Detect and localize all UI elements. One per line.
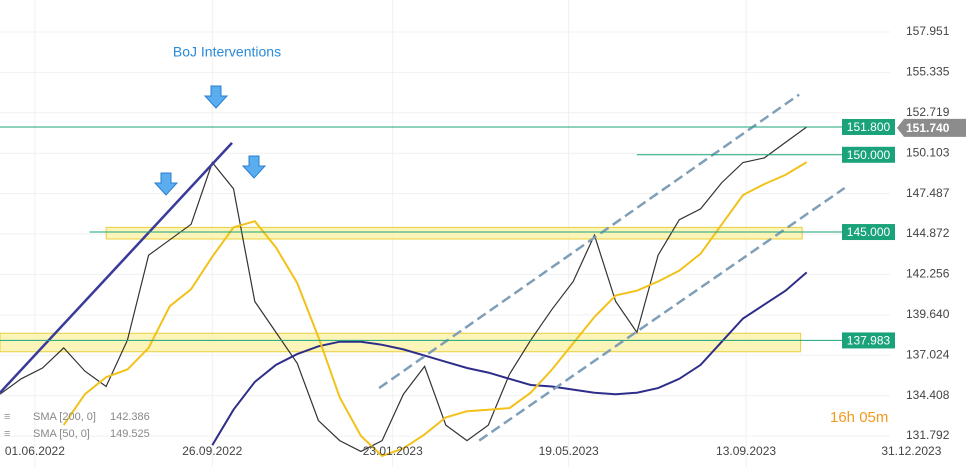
legend-name: SMA [200, 0] [33,411,96,423]
legend-value: 142.386 [110,411,150,423]
y-tick-label: 137.024 [906,347,950,361]
level-label: 150.000 [847,148,891,162]
y-tick-label: 147.487 [906,186,950,200]
legend-icon: ≡ [4,428,10,440]
y-tick-label: 157.951 [906,24,950,38]
y-tick-label: 131.792 [906,428,950,442]
legend-name: SMA [50, 0] [33,428,90,440]
level-badge [842,224,895,241]
intervention-arrows [153,85,267,196]
annotation: BoJ Interventions [173,44,281,60]
last-price-badge [897,118,966,137]
lines [0,93,846,458]
trendline [378,93,800,390]
x-tick-label: 19.05.2023 [539,444,599,458]
x-tick-label: 31.12.2023 [881,444,941,458]
legend-value: 149.525 [110,428,150,440]
trendline [0,142,233,394]
legend-icon: ≡ [4,411,10,423]
axes: 157.951 155.335 152.719 150.103 147.487 144.8… [4,24,966,458]
sma-line [211,271,808,446]
arrow-icon [241,155,267,179]
y-tick-label: 150.103 [906,145,950,159]
level-badge [842,118,895,135]
arrow-icon [203,85,229,109]
x-tick-label: 13.09.2023 [716,444,776,458]
y-tick-label: 144.872 [906,226,950,240]
level-label: 137.983 [847,334,891,348]
zone [105,226,803,240]
x-tick-label: 26.09.2022 [182,444,242,458]
price-axis-bg [890,0,972,467]
x-tick-label: 01.06.2022 [5,444,65,458]
last-price-label: 151.740 [906,121,950,135]
y-tick-label: 152.719 [906,105,950,119]
y-tick-label: 155.335 [906,65,950,79]
y-tick-label: 139.640 [906,307,950,321]
level-label: 145.000 [847,225,891,239]
sma-line [62,161,808,458]
level-badge [842,146,895,163]
timer: 16h 05m [830,409,888,426]
y-tick-label: 134.408 [906,388,950,402]
zones [0,226,803,353]
level-badge [842,332,895,349]
y-tick-label: 142.256 [906,267,950,281]
level-label: 151.800 [847,120,891,134]
x-tick-label: 23.01.2023 [363,444,423,458]
arrow-icon [153,172,179,196]
zone [0,332,802,353]
